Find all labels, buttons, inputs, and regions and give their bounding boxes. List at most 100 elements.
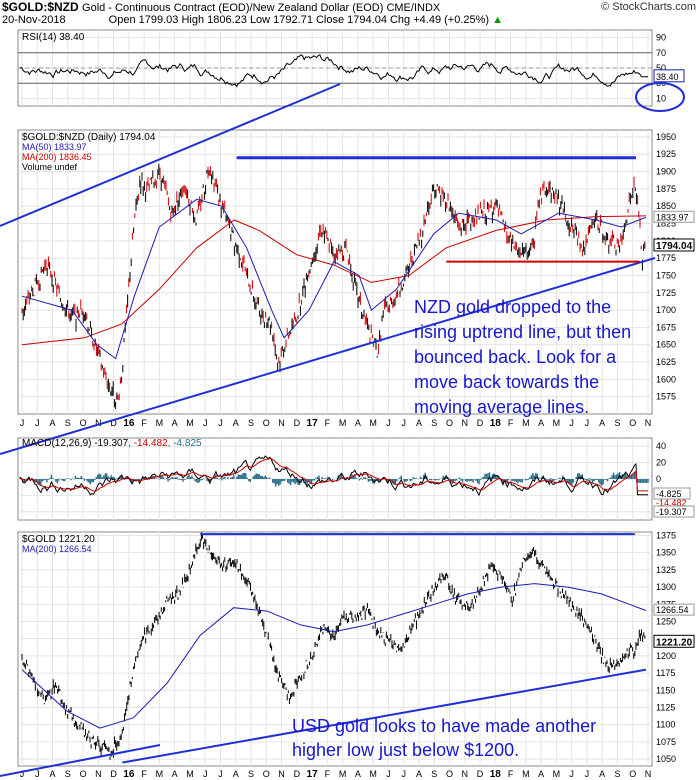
usd-legend-price: $GOLD 1221.20 [22,534,95,545]
usd-close-box [653,634,695,648]
month-tick-label: O [80,769,87,779]
y-tick-label: 1200 [656,651,676,661]
month-tick-label: O [80,418,87,428]
month-tick-label: D [110,418,117,428]
month-tick-label: 16 [123,769,135,780]
month-tick-label: O [263,418,270,428]
month-tick-label: M [522,769,530,779]
month-tick-label: A [233,418,239,428]
month-tick-label: S [65,769,71,779]
month-tick-label: S [431,418,437,428]
month-tick-label: N [462,769,469,779]
y-tick-label: 1350 [656,548,676,558]
month-tick-label: M [369,418,377,428]
month-tick-label: M [522,418,530,428]
y-tick-label: 1675 [656,322,676,332]
month-tick-label: N [278,769,285,779]
month-tick-label: M [156,418,164,428]
month-tick-label: S [65,418,71,428]
month-tick-label: N [645,418,652,428]
month-tick-label: M [369,769,377,779]
month-tick-label: M [339,418,347,428]
y-tick-label: 1950 [656,132,676,142]
month-tick-label: A [416,418,422,428]
month-tick-label: M [156,769,164,779]
month-tick-label: F [508,769,514,779]
macd-value: -19.307 [656,507,687,517]
y-tick-label: 40 [656,441,666,451]
month-tick-label: M [186,769,194,779]
month-tick-label: F [325,418,331,428]
symbol: $GOLD:$NZD [2,0,79,14]
month-tick-label: J [585,769,590,779]
usd-annotation-line: higher low just below $1200. [292,740,519,760]
nzd-legend-ma200: MA(200) 1836.45 [22,152,92,162]
month-tick-label: J [203,418,208,428]
usd-ma200-box [653,603,695,616]
month-tick-label: 17 [307,769,319,780]
month-tick-label: F [141,418,147,428]
nzd-ma50-value: 1833.97 [656,212,689,222]
month-tick-label: O [629,418,636,428]
nzd-annotation-line: move back towards the [414,372,599,392]
y-tick-label: 1075 [656,737,676,747]
month-tick-label: 18 [490,769,502,780]
y-tick-label: 1925 [656,149,676,159]
y-tick-label: 1625 [656,357,676,367]
month-tick-label: O [446,769,453,779]
month-tick-label: J [569,418,574,428]
month-tick-label: J [569,769,574,779]
month-tick-label: J [20,769,25,779]
usd-legend-ma200: MA(200) 1266.54 [22,544,92,554]
month-tick-label: J [218,769,223,779]
month-tick-label: S [614,769,620,779]
month-tick-label: A [538,769,544,779]
month-tick-label: 16 [123,418,135,429]
rsi-highlight-circle [635,82,685,112]
nzd-annotation-line: moving average lines. [414,397,589,417]
nzd-uptrend-line [0,257,656,455]
month-tick-label: S [431,769,437,779]
y-tick-label: 1325 [656,565,676,575]
month-tick-label: J [401,418,406,428]
rsi-value-label: 38.40 [656,72,679,82]
usd-uptrend-extension [0,744,161,777]
y-tick-label: 1300 [656,582,676,592]
month-tick-label: J [203,769,208,779]
panel-frame-nzd [17,129,653,415]
y-tick-label: 90 [656,33,666,43]
y-tick-label: 1250 [656,616,676,626]
y-tick-label: 1775 [656,253,676,263]
y-tick-label: 1725 [656,288,676,298]
y-tick-label: 1875 [656,184,676,194]
month-tick-label: J [386,769,391,779]
copyright: © StockCharts.com [601,1,696,13]
up-arrow-icon: ▲ [492,14,504,26]
month-tick-label: N [462,418,469,428]
header-line-2: 20-Nov-2018 Open 1799.03 High 1806.23 Lo… [2,14,503,26]
nzd-close-value: 1794.04 [656,241,693,252]
month-tick-label: N [278,418,285,428]
nzd-legend-price: $GOLD:$NZD (Daily) 1794.04 [22,132,156,143]
macd-hist-box [653,487,691,500]
y-tick-label: 1825 [656,219,676,229]
month-tick-label: J [386,418,391,428]
rsi-value-box [653,69,685,83]
macd-line-box [653,505,695,518]
month-tick-label: S [614,418,620,428]
usd-ma200-line [21,583,647,729]
y-tick-label: 10 [656,93,666,103]
month-tick-label: 18 [490,418,502,429]
usd-annotation-line: USD gold looks to have made another [292,716,596,736]
rsi-legend: RSI(14) 38.40 [22,32,85,43]
month-tick-label: F [141,769,147,779]
month-tick-label: D [294,418,301,428]
month-tick-label: M [186,418,194,428]
month-tick-label: J [585,418,590,428]
month-tick-label: A [599,769,605,779]
nzd-annotation-line: rising uptrend line, but then [414,322,631,342]
y-tick-label: 1125 [656,703,675,713]
date-label: 20-Nov-2018 [2,14,66,26]
nzd-ma50-line [21,198,647,360]
